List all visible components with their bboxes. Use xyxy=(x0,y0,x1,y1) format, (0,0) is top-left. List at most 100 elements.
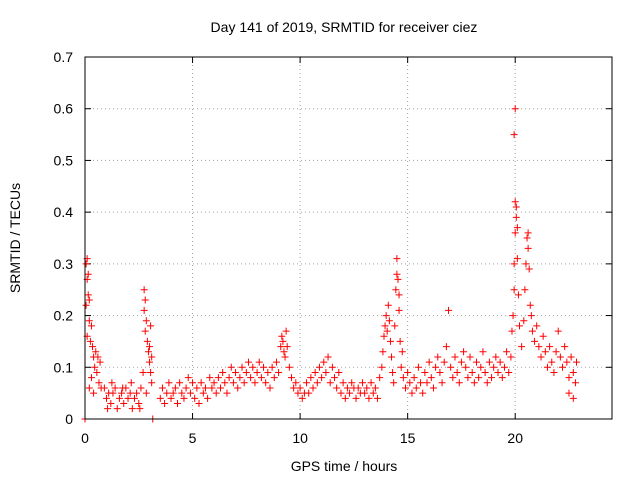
data-point xyxy=(113,405,121,413)
data-point xyxy=(392,286,400,294)
data-point xyxy=(533,322,541,330)
data-point xyxy=(483,379,491,387)
data-point xyxy=(388,353,396,361)
data-point xyxy=(472,358,480,366)
data-point xyxy=(395,306,403,314)
data-point xyxy=(199,389,207,397)
data-point xyxy=(510,286,518,294)
data-point xyxy=(182,384,190,392)
data-point xyxy=(455,379,463,387)
data-point xyxy=(282,327,290,335)
y-tick-label: 0.5 xyxy=(54,152,74,168)
data-point xyxy=(309,384,317,392)
data-point xyxy=(322,368,330,376)
data-point xyxy=(397,363,405,371)
data-point xyxy=(563,358,571,366)
data-point xyxy=(445,306,453,314)
data-point xyxy=(507,353,515,361)
data-point xyxy=(541,348,549,356)
data-point xyxy=(395,291,403,299)
data-point xyxy=(390,379,398,387)
data-point xyxy=(127,379,135,387)
data-point xyxy=(521,286,529,294)
grid xyxy=(85,57,612,419)
data-point xyxy=(84,291,92,299)
data-point xyxy=(380,332,388,340)
data-point xyxy=(341,394,349,402)
data-point xyxy=(512,213,520,221)
data-point xyxy=(331,374,339,382)
data-point xyxy=(389,368,397,376)
data-point xyxy=(311,368,319,376)
data-point xyxy=(354,384,362,392)
data-point xyxy=(386,337,394,345)
data-point xyxy=(320,358,328,366)
data-point xyxy=(425,358,433,366)
data-point xyxy=(374,394,382,402)
data-point xyxy=(324,353,332,361)
data-point xyxy=(485,358,493,366)
data-point xyxy=(214,374,222,382)
data-point xyxy=(488,374,496,382)
y-tick-label: 0.7 xyxy=(54,49,74,65)
data-point xyxy=(87,322,95,330)
data-point xyxy=(146,358,154,366)
data-point xyxy=(511,229,519,237)
data-point xyxy=(104,405,112,413)
data-point xyxy=(524,229,532,237)
data-point xyxy=(260,363,268,371)
data-point xyxy=(92,348,100,356)
data-point xyxy=(525,265,533,273)
data-point xyxy=(189,379,197,387)
data-point xyxy=(402,384,410,392)
data-point xyxy=(223,389,231,397)
data-point xyxy=(227,363,235,371)
data-point xyxy=(535,343,543,351)
data-point xyxy=(147,368,155,376)
data-point xyxy=(90,389,98,397)
data-point xyxy=(367,379,375,387)
data-point xyxy=(328,363,336,371)
data-point xyxy=(337,389,345,397)
data-point xyxy=(208,384,216,392)
data-point xyxy=(470,379,478,387)
data-point xyxy=(136,405,144,413)
data-point xyxy=(510,260,518,268)
data-point xyxy=(180,394,188,402)
data-point xyxy=(423,379,431,387)
data-point xyxy=(103,394,111,402)
data-point xyxy=(468,368,476,376)
data-point xyxy=(85,384,93,392)
data-point xyxy=(171,384,179,392)
data-point xyxy=(264,368,272,376)
data-point xyxy=(391,322,399,330)
data-point xyxy=(361,389,369,397)
data-point xyxy=(550,368,558,376)
data-point xyxy=(100,384,108,392)
data-point xyxy=(115,394,123,402)
data-point xyxy=(434,353,442,361)
data-point xyxy=(326,379,334,387)
data-point xyxy=(184,374,192,382)
y-tick-label: 0 xyxy=(65,411,73,427)
data-point xyxy=(406,379,414,387)
data-point xyxy=(509,312,517,320)
data-point xyxy=(442,343,450,351)
data-point xyxy=(343,384,351,392)
data-point xyxy=(513,255,521,263)
data-point xyxy=(232,368,240,376)
data-point xyxy=(494,368,502,376)
data-point xyxy=(378,363,386,371)
data-point xyxy=(118,389,126,397)
data-point xyxy=(379,348,387,356)
chart-title: Day 141 of 2019, SRMTID for receiver cie… xyxy=(211,19,478,35)
data-point xyxy=(91,363,99,371)
data-point xyxy=(561,343,569,351)
data-point xyxy=(518,343,526,351)
data-point xyxy=(514,291,522,299)
data-point xyxy=(240,379,248,387)
data-point xyxy=(285,363,293,371)
data-point xyxy=(419,389,427,397)
data-point xyxy=(333,384,341,392)
data-point xyxy=(421,368,429,376)
